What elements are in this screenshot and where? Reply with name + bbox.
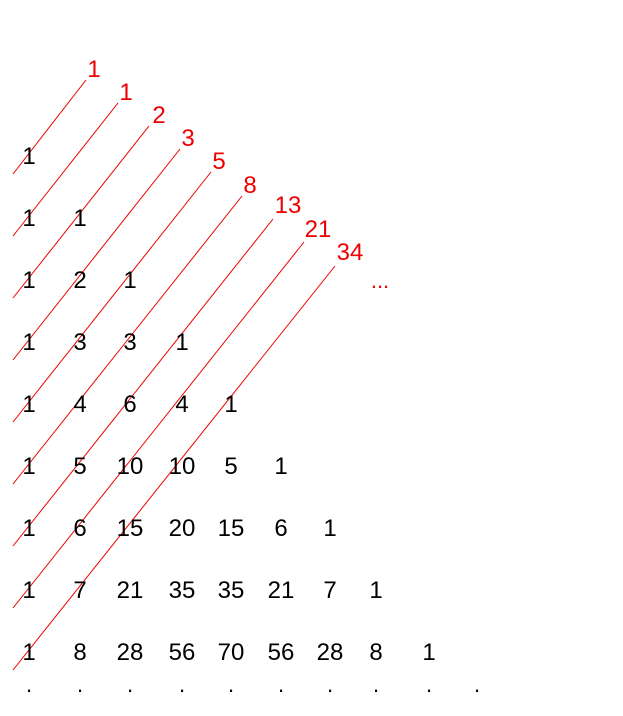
triangle-entry: 5	[224, 453, 237, 480]
triangle-entry: 1	[274, 453, 287, 480]
triangle-entry: 15	[117, 515, 144, 542]
diagonal-line	[12, 125, 150, 299]
triangle-entry: 1	[22, 391, 35, 418]
diagonal-line	[12, 265, 336, 671]
triangle-entry: 1	[22, 329, 35, 356]
triangle-entry: 1	[22, 267, 35, 294]
diagonal-line	[12, 241, 305, 609]
triangle-entry: 1	[323, 515, 336, 542]
triangle-row: 1 3 3 1	[22, 329, 188, 356]
continuation-dot: .	[228, 672, 234, 697]
triangle-entry: 35	[169, 577, 196, 604]
diagonal-lines	[12, 79, 336, 671]
triangle-entry: 1	[22, 577, 35, 604]
triangle-entry: 20	[169, 515, 196, 542]
triangle-row: 1	[22, 143, 35, 170]
continuation-dot: .	[474, 672, 480, 697]
continuation-dots: ..........	[26, 672, 480, 697]
triangle-entry: 1	[22, 515, 35, 542]
triangle-row: 1 6 15 20 15 6 1	[22, 515, 336, 542]
triangle-entry: 1	[422, 639, 435, 666]
triangle-entry: 1	[224, 391, 237, 418]
triangle-entry: 2	[73, 267, 86, 294]
fibonacci-continuation: ...	[371, 268, 389, 293]
diagonal-line	[12, 148, 181, 361]
triangle-entry: 1	[22, 143, 35, 170]
triangle-entry: 70	[218, 639, 245, 666]
triangle-entry: 7	[323, 577, 336, 604]
triangle-row: 1 7 21 35 35 21 7 1	[22, 577, 382, 604]
triangle-entry: 8	[369, 639, 382, 666]
triangle-entry: 6	[274, 515, 287, 542]
diagonal-line	[12, 171, 212, 423]
triangle-entry: 4	[175, 391, 188, 418]
fibonacci-sum: 1	[119, 79, 132, 106]
triangle-entry: 21	[117, 577, 144, 604]
triangle-entry: 6	[123, 391, 136, 418]
fibonacci-sum: 8	[243, 172, 256, 199]
continuation-dot: .	[327, 672, 333, 697]
triangle-entry: 21	[268, 577, 295, 604]
triangle-entry: 56	[268, 639, 295, 666]
triangle-entry: 10	[169, 453, 196, 480]
triangle-entry: 15	[218, 515, 245, 542]
triangle-entry: 7	[73, 577, 86, 604]
diagonal-line	[12, 195, 243, 485]
continuation-dot: .	[373, 672, 379, 697]
triangle-entry: 1	[22, 639, 35, 666]
triangle-entry: 35	[218, 577, 245, 604]
fibonacci-sum: 21	[305, 216, 332, 243]
diagonal-line	[12, 79, 87, 175]
triangle-row: 1 8 28 56 70 56 28 8 1	[22, 639, 435, 666]
triangle-entry: 1	[175, 329, 188, 356]
continuation-dot: .	[127, 672, 133, 697]
fibonacci-sum: 34	[337, 239, 364, 266]
triangle-row: 1 5 10 10 5 1	[22, 453, 287, 480]
triangle-entry: 1	[73, 205, 86, 232]
continuation-dot: .	[26, 672, 32, 697]
triangle-entry: 6	[73, 515, 86, 542]
triangle-entry: 10	[117, 453, 144, 480]
diagonal-line	[12, 102, 119, 237]
triangle-entry: 28	[117, 639, 144, 666]
pascal-triangle: 11 11 2 11 3 3 11 4 6 4 11 5 10 10 5 11 6 15 20 15 6 11 7 21 35 3…	[22, 143, 435, 666]
triangle-entry: 1	[369, 577, 382, 604]
triangle-entry: 3	[73, 329, 86, 356]
fibonacci-sum: 5	[212, 148, 225, 175]
triangle-row: 1 2 1	[22, 267, 136, 294]
triangle-entry: 1	[22, 453, 35, 480]
triangle-entry: 1	[22, 205, 35, 232]
fibonacci-sum: 3	[181, 125, 194, 152]
triangle-row: 1 4 6 4 1	[22, 391, 237, 418]
triangle-entry: 56	[169, 639, 196, 666]
continuation-dot: .	[179, 672, 185, 697]
triangle-entry: 28	[317, 639, 344, 666]
continuation-dot: .	[426, 672, 432, 697]
triangle-entry: 8	[73, 639, 86, 666]
triangle-entry: 1	[123, 267, 136, 294]
triangle-entry: 5	[73, 453, 86, 480]
diagonal-line	[12, 218, 274, 547]
fibonacci-sum: 1	[87, 56, 100, 83]
fibonacci-sum: 13	[275, 192, 302, 219]
continuation-dot: .	[77, 672, 83, 697]
triangle-entry: 3	[123, 329, 136, 356]
triangle-entry: 4	[73, 391, 86, 418]
continuation-dot: .	[278, 672, 284, 697]
fibonacci-sum: 2	[152, 102, 165, 129]
